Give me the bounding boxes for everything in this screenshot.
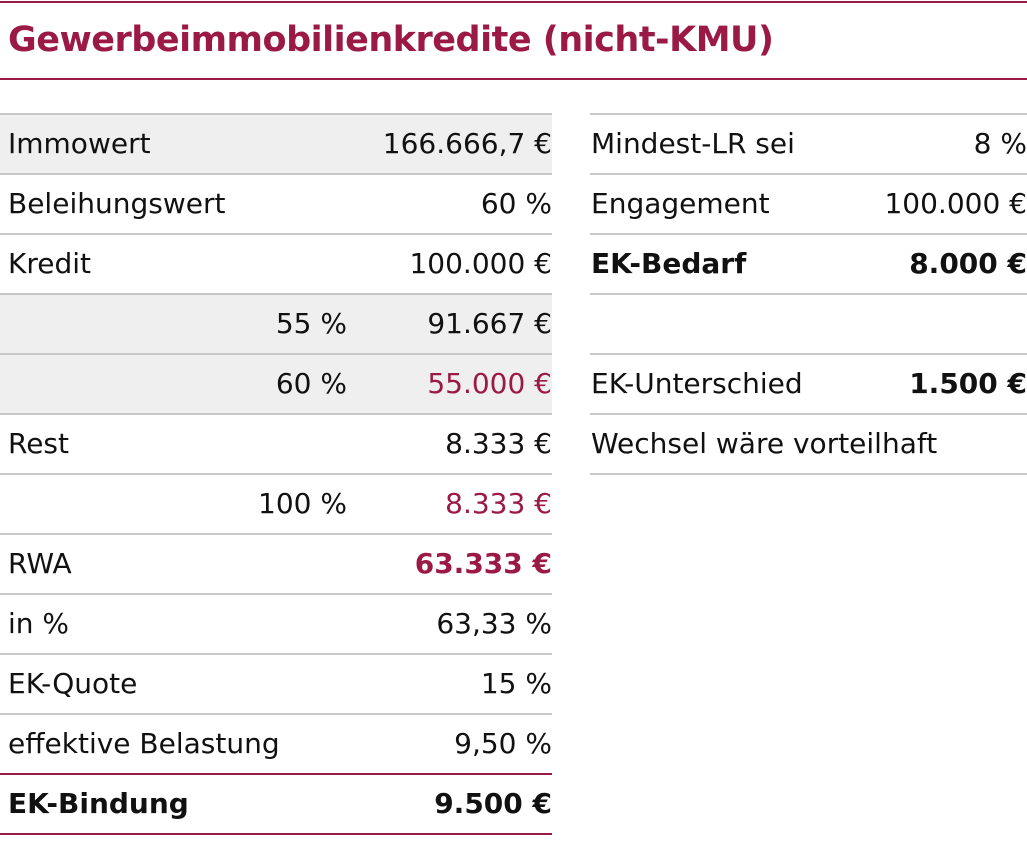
- row-value: 8.333 €: [445, 487, 552, 520]
- row-value: 91.667 €: [427, 307, 552, 340]
- table-row: EK-Quote 15 %: [0, 653, 552, 713]
- table-row: RWA 63.333 €: [0, 533, 552, 593]
- row-label: RWA: [8, 547, 72, 580]
- table-row: in % 63,33 %: [0, 593, 552, 653]
- row-label: Beleihungswert: [8, 187, 226, 220]
- row-value: 100.000 €: [884, 187, 1027, 220]
- row-value: 8.333 €: [445, 427, 552, 460]
- row-value: 8.000 €: [909, 247, 1027, 280]
- table-row: 100 % 8.333 €: [0, 473, 552, 533]
- table-row: 55 % 91.667 €: [0, 293, 552, 353]
- table-row: Wechsel wäre vorteilhaft: [590, 413, 1027, 475]
- row-value: 1.500 €: [909, 367, 1027, 400]
- table-row: Immowert 166.666,7 €: [0, 113, 552, 173]
- row-label: effektive Belastung: [8, 727, 280, 760]
- conclusion-text: Wechsel wäre vorteilhaft: [591, 427, 938, 460]
- table-row: Beleihungswert 60 %: [0, 173, 552, 233]
- table-row: Kredit 100.000 €: [0, 233, 552, 293]
- title-rule: [0, 78, 1027, 80]
- row-value: 8 %: [973, 127, 1027, 160]
- table-row: effektive Belastung 9,50 %: [0, 713, 552, 773]
- row-label: EK-Bindung: [8, 787, 189, 820]
- row-value: 100.000 €: [409, 247, 552, 280]
- row-value: 63.333 €: [414, 547, 552, 580]
- row-label: Immowert: [8, 127, 151, 160]
- row-label: Engagement: [591, 187, 770, 220]
- row-label: Kredit: [8, 247, 92, 280]
- page-title: Gewerbeimmobilienkredite (nicht-KMU): [8, 20, 774, 60]
- row-percent: 55 %: [275, 307, 347, 340]
- table-row: EK-Bedarf 8.000 €: [590, 233, 1027, 293]
- row-percent: 60 %: [275, 367, 347, 400]
- top-rule: [0, 1, 1027, 3]
- total-row: EK-Bindung 9.500 €: [0, 773, 552, 835]
- table-row: 60 % 55.000 €: [0, 353, 552, 413]
- row-value: 166.666,7 €: [382, 127, 552, 160]
- row-label: EK-Quote: [8, 667, 138, 700]
- empty-row: [590, 293, 1027, 353]
- table-row: Rest 8.333 €: [0, 413, 552, 473]
- row-value: 9,50 %: [454, 727, 552, 760]
- row-label: Mindest-LR sei: [591, 127, 795, 160]
- row-percent: 100 %: [258, 487, 347, 520]
- table-row: Engagement 100.000 €: [590, 173, 1027, 233]
- row-value: 63,33 %: [436, 607, 552, 640]
- table-row: EK-Unterschied 1.500 €: [590, 353, 1027, 413]
- row-value: 60 %: [480, 187, 552, 220]
- row-label: in %: [8, 607, 70, 640]
- row-value: 55.000 €: [427, 367, 552, 400]
- row-value: 15 %: [480, 667, 552, 700]
- row-label: EK-Bedarf: [591, 247, 747, 280]
- row-label: Rest: [8, 427, 69, 460]
- row-value: 9.500 €: [434, 787, 552, 820]
- row-label: EK-Unterschied: [591, 367, 803, 400]
- table-row: Mindest-LR sei 8 %: [590, 113, 1027, 173]
- credit-calculation-table: Immowert 166.666,7 € Beleihungswert 60 % K…: [0, 113, 552, 835]
- leverage-ratio-table: Mindest-LR sei 8 % Engagement 100.000 € EK…: [590, 113, 1027, 475]
